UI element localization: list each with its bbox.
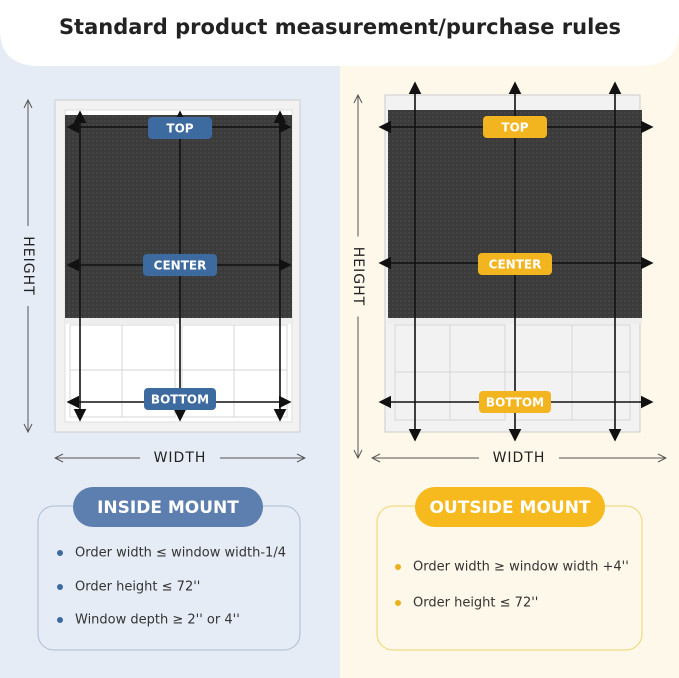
- point-label: TOP: [501, 121, 528, 135]
- width-label: WIDTH: [154, 450, 207, 466]
- bullet: [395, 600, 401, 606]
- rule-text: Window depth ≥ 2'' or 4'': [75, 613, 240, 628]
- label-bg: [479, 449, 559, 467]
- point-tag: [143, 254, 217, 276]
- rule-text: Order height ≤ 72'': [413, 596, 538, 611]
- height-label: HEIGHT: [20, 236, 36, 295]
- point-label: BOTTOM: [151, 393, 209, 407]
- height-label: HEIGHT: [350, 247, 366, 306]
- labels: HEIGHT WIDTH TOP CENTER BOTTOM INSIDE MOUNT Or…: [18, 116, 643, 651]
- point-tag: [483, 116, 547, 138]
- title: Standard product measurement/purchase ru…: [59, 15, 621, 39]
- point-label: BOTTOM: [486, 396, 544, 410]
- rule-text: Order height ≤ 72'': [75, 580, 200, 595]
- panes: [394, 324, 631, 421]
- point-label: CENTER: [489, 258, 542, 272]
- bottom-rail: [65, 318, 292, 324]
- rule-text: Order width ≤ window width-1/4: [75, 546, 286, 561]
- point-tag: [144, 388, 216, 410]
- header-bg: [0, 0, 679, 66]
- bullet: [57, 550, 63, 556]
- mount-label: OUTSIDE MOUNT: [429, 498, 590, 518]
- point-tag: [478, 253, 552, 275]
- label-bg: [348, 236, 368, 317]
- bullet: [57, 617, 63, 623]
- label-bg: [140, 449, 220, 467]
- mount-label: INSIDE MOUNT: [97, 498, 239, 518]
- point-label: TOP: [166, 122, 193, 136]
- bullet: [395, 564, 401, 570]
- bullet: [57, 584, 63, 590]
- point-tag: [148, 117, 212, 139]
- width-label: WIDTH: [493, 450, 546, 466]
- mount-pill: [73, 487, 263, 527]
- point-tag: [479, 391, 551, 413]
- shade: [65, 115, 292, 320]
- label-bg: [18, 226, 38, 306]
- mount-pill: [415, 487, 605, 527]
- rule-text: Order width ≥ window width +4'': [413, 560, 629, 575]
- point-label: CENTER: [154, 259, 207, 273]
